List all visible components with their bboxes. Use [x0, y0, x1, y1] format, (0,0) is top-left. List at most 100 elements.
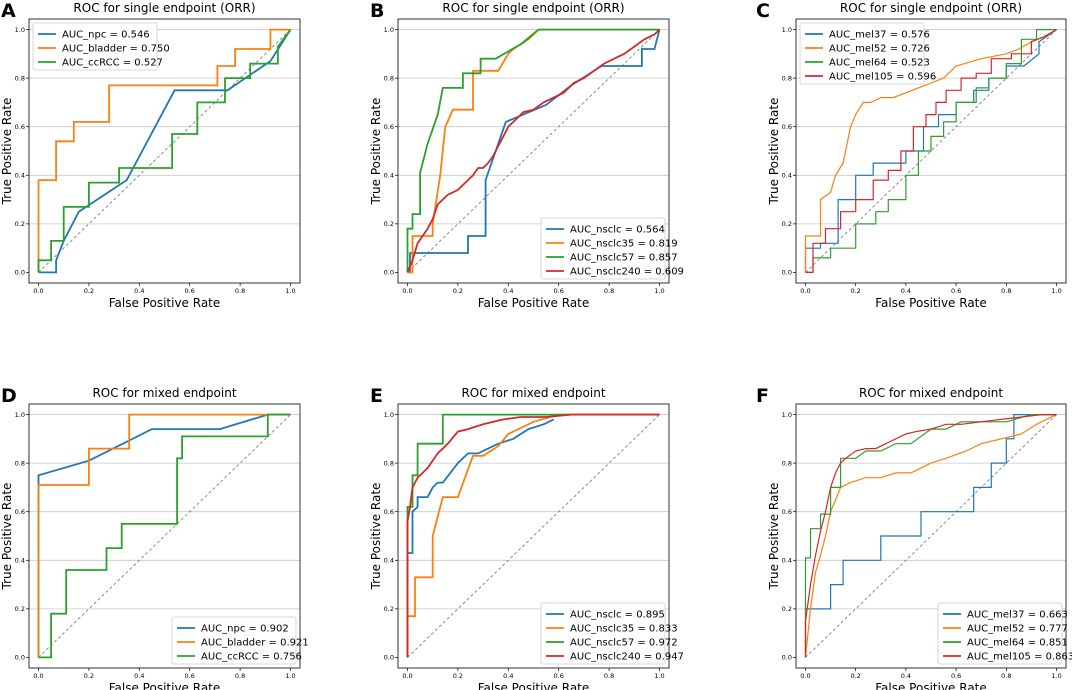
y-tick-label: 0.6 [15, 508, 25, 516]
x-axis-label: False Positive Rate [875, 296, 987, 310]
x-tick-label: 0.8 [1001, 672, 1011, 680]
x-tick-label: 0.2 [850, 287, 860, 295]
y-tick-label: 1.0 [384, 26, 394, 34]
y-tick-label: 0.2 [384, 605, 394, 613]
x-tick-label: 0.2 [84, 672, 94, 680]
y-axis-label: True Positive Rate [369, 483, 383, 591]
y-tick-label: 0.8 [384, 459, 394, 467]
y-tick-label: 0.6 [384, 508, 394, 516]
y-tick-label: 0.4 [782, 557, 792, 565]
y-axis-label: True Positive Rate [0, 483, 14, 591]
panel-letter: B [370, 0, 384, 22]
diagonal-reference-line [407, 29, 660, 273]
x-tick-label: 1.0 [1051, 287, 1061, 295]
legend-entry: AUC_nsclc240 = 0.609 [570, 267, 684, 278]
y-tick-label: 1.0 [15, 26, 25, 34]
y-tick-label: 0.8 [782, 74, 792, 82]
legend: AUC_mel37 = 0.576 AUC_mel52 = 0.726 AUC_me… [799, 22, 936, 85]
x-tick-label: 0.0 [402, 287, 412, 295]
legend-entry: AUC_nsclc = 0.564 [570, 225, 665, 236]
y-tick-label: 1.0 [384, 411, 394, 419]
chart-title: ROC for single endpoint (ORR) [442, 1, 624, 15]
x-tick-label: 0.4 [901, 287, 911, 295]
roc-curve-3 [38, 413, 291, 659]
x-tick-label: 1.0 [1051, 672, 1061, 680]
y-tick-label: 0.0 [15, 269, 25, 277]
legend-entry: AUC_mel105 = 0.863 [967, 652, 1072, 663]
roc-curve-3 [804, 414, 1057, 658]
axes-frame [397, 18, 670, 284]
x-tick-label: 0.4 [901, 672, 911, 680]
legend-entry: AUC_mel37 = 0.663 [967, 610, 1068, 621]
x-tick-label: 1.0 [285, 287, 295, 295]
x-axis-label: False Positive Rate [478, 296, 590, 310]
y-axis-label: True Positive Rate [369, 98, 383, 206]
legend-box [540, 217, 666, 280]
chart-title: ROC for mixed endpoint [461, 386, 605, 400]
x-axis-label: False Positive Rate [109, 296, 221, 310]
legend: AUC_npc = 0.902 AUC_bladder = 0.921 AUC_cc… [171, 616, 309, 665]
y-tick-label: 1.0 [782, 26, 792, 34]
x-tick-label: 0.2 [850, 672, 860, 680]
legend: AUC_nsclc = 0.895 AUC_nsclc35 = 0.833 AUC_… [540, 602, 684, 665]
x-tick-label: 0.0 [33, 287, 43, 295]
legend-box [32, 22, 158, 71]
x-tick-label: 0.0 [33, 672, 43, 680]
roc-curve-4 [406, 28, 661, 273]
y-tick-label: 0.6 [384, 123, 394, 131]
y-tick-label: 0.0 [15, 654, 25, 662]
y-tick-label: 0.2 [15, 220, 25, 228]
chart-title: ROC for single endpoint (ORR) [840, 1, 1022, 15]
x-tick-label: 0.4 [134, 672, 144, 680]
y-tick-label: 1.0 [782, 411, 792, 419]
axes-frame [397, 403, 670, 669]
legend-entry: AUC_mel64 = 0.851 [967, 638, 1068, 649]
panel-f: F ROC for mixed endpoint 0.0 0.0 0.2 0.2 0.4 0.… [756, 385, 1072, 690]
legend-entry: AUC_mel52 = 0.726 [829, 44, 930, 55]
x-tick-label: 0.4 [503, 287, 513, 295]
x-tick-label: 0.6 [554, 287, 564, 295]
legend-entry: AUC_nsclc = 0.895 [570, 610, 665, 621]
legend-entry: AUC_nsclc57 = 0.857 [570, 253, 678, 264]
y-tick-label: 0.0 [782, 654, 792, 662]
y-tick-label: 0.6 [15, 123, 25, 131]
legend-entry: AUC_nsclc35 = 0.833 [570, 624, 678, 635]
roc-curve-3 [37, 29, 292, 273]
legend: AUC_mel37 = 0.663 AUC_mel52 = 0.777 AUC_me… [937, 602, 1072, 665]
y-tick-label: 0.0 [384, 654, 394, 662]
roc-curve-1 [38, 29, 292, 274]
y-axis-label: True Positive Rate [767, 483, 781, 591]
y-tick-label: 0.2 [384, 220, 394, 228]
roc-curve-3 [805, 29, 1057, 273]
roc-curve-1 [804, 414, 1057, 658]
y-tick-label: 0.4 [384, 172, 394, 180]
legend-box [799, 22, 925, 85]
y-axis-label: True Positive Rate [0, 98, 14, 206]
x-tick-label: 0.8 [235, 287, 245, 295]
x-tick-label: 0.4 [503, 672, 513, 680]
y-tick-label: 0.6 [782, 508, 792, 516]
legend-entry: AUC_nsclc240 = 0.947 [570, 652, 684, 663]
roc-curve-1 [407, 418, 555, 554]
x-axis-label: False Positive Rate [478, 681, 590, 690]
y-tick-label: 0.2 [782, 220, 792, 228]
legend-entry: AUC_npc = 0.902 [201, 624, 289, 635]
y-tick-label: 0.2 [15, 605, 25, 613]
legend-entry: AUC_ccRCC = 0.756 [201, 652, 302, 663]
legend-entry: AUC_nsclc35 = 0.819 [570, 239, 678, 250]
panel-letter: F [756, 385, 769, 407]
roc-curve-4 [406, 413, 660, 658]
axes-frame [28, 18, 301, 284]
y-tick-label: 0.4 [15, 557, 25, 565]
chart-title: ROC for single endpoint (ORR) [73, 1, 255, 15]
roc-curve-2 [37, 28, 291, 273]
legend-box [540, 602, 666, 665]
legend-entry: AUC_ccRCC = 0.527 [62, 58, 163, 69]
x-tick-label: 0.6 [185, 672, 195, 680]
diagonal-reference-line [38, 29, 291, 273]
x-tick-label: 0.2 [453, 672, 463, 680]
panel-d: D ROC for mixed endpoint 0.0 0.0 0.2 0.2 0.4 0.… [0, 385, 309, 690]
legend-entry: AUC_npc = 0.546 [62, 30, 150, 41]
roc-curve-2 [804, 29, 1057, 273]
x-tick-label: 1.0 [654, 287, 664, 295]
